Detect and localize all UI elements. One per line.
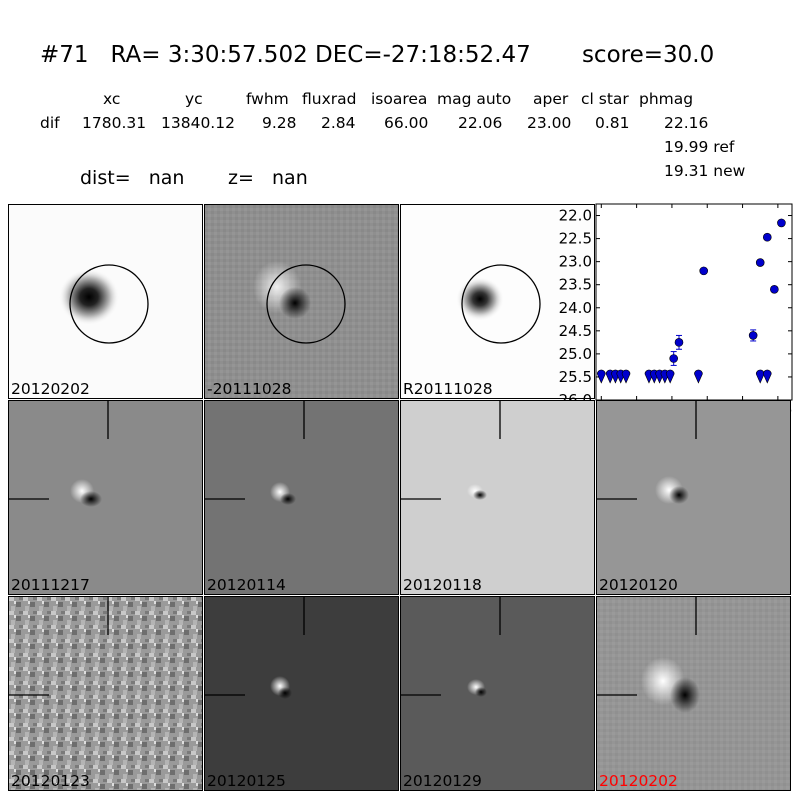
phmag-new: 19.31 new: [664, 162, 746, 180]
y-tick-label: 23.0: [559, 253, 592, 271]
val-cl-star: 0.81: [595, 114, 630, 132]
stamp-diff-epoch: 20120114: [204, 400, 399, 595]
stamp-label: -20111028: [207, 380, 292, 398]
stamp-diff-latest: 20120202: [596, 596, 791, 791]
detection-point: [755, 258, 765, 267]
col-phmag: phmag: [639, 90, 694, 108]
detection-point: [748, 331, 758, 340]
y-tick-label: 25.5: [559, 368, 592, 386]
upper-limit-point: [596, 369, 606, 384]
detection-point: [699, 266, 709, 276]
y-tick-label: 23.5: [559, 276, 592, 294]
val-xc: 1780.31: [82, 114, 147, 132]
y-tick-label: 25.0: [559, 345, 592, 363]
col-xc: xc: [103, 90, 121, 108]
stamp-background: [401, 597, 594, 790]
stamp-diff-epoch: 20120125: [204, 596, 399, 791]
z-value: z= nan: [228, 167, 308, 189]
col-mag-auto: mag auto: [437, 90, 512, 108]
stamp-diff-epoch: 20120118: [400, 400, 595, 595]
detection-point: [777, 218, 786, 228]
val-fwhm: 9.28: [262, 114, 297, 132]
stamp-label: R20111028: [403, 380, 493, 398]
y-tick-label: 24.5: [559, 322, 592, 340]
stamp-diff-epoch: 20120120: [596, 400, 791, 595]
val-yc: 13840.12: [161, 114, 235, 132]
val-aper: 23.00: [527, 114, 572, 132]
stamp-label: 20111217: [11, 576, 90, 594]
upper-limit-point: [621, 369, 631, 384]
upper-limit-point: [665, 369, 675, 384]
stamp-background: [9, 401, 202, 594]
y-tick-label: 24.0: [559, 299, 592, 317]
col-fluxrad: fluxrad: [302, 90, 357, 108]
val-fluxrad: 2.84: [321, 114, 356, 132]
col-fwhm: fwhm: [246, 90, 289, 108]
stamp-label: 20120202: [11, 380, 90, 398]
stamp-label-latest: 20120202: [599, 772, 678, 790]
light-curve-svg: 22.022.523.023.524.024.525.025.526.00204…: [559, 203, 793, 420]
stamp-label: 20120125: [207, 772, 286, 790]
val-phmag: 22.16: [664, 114, 709, 132]
stamp-label: 20120114: [207, 576, 286, 594]
upper-limit-point: [762, 369, 772, 384]
stamp-background: [597, 401, 790, 594]
col-yc: yc: [185, 90, 203, 108]
light-curve-chart: 22.022.523.023.524.024.525.025.526.00204…: [559, 203, 793, 420]
val-mag-auto: 22.06: [458, 114, 503, 132]
stamp-background: [205, 401, 398, 594]
y-tick-label: 22.5: [559, 230, 592, 248]
detection-point: [674, 338, 684, 347]
plot-frame: [595, 203, 793, 401]
stamp-label: 20120118: [403, 576, 482, 594]
dist-value: dist= nan: [80, 167, 185, 189]
upper-limit-point: [694, 369, 703, 384]
stamp-background: [401, 401, 594, 594]
stamp-ref-diff: -20111028: [204, 204, 399, 399]
stamp-background: [205, 597, 398, 790]
detection-point: [669, 354, 678, 363]
col-isoarea: isoarea: [371, 90, 428, 108]
stamp-label: 20120129: [403, 772, 482, 790]
detection-point: [762, 232, 772, 242]
stamp-diff-epoch: 20120129: [400, 596, 595, 791]
candidate-title: #71 RA= 3:30:57.502 DEC=-27:18:52.47 sco…: [40, 42, 715, 68]
stamp-label: 20120123: [11, 772, 90, 790]
row-label: dif: [40, 114, 60, 132]
stamp-label: 20120120: [599, 576, 678, 594]
val-isoarea: 66.00: [384, 114, 429, 132]
y-tick-label: 22.0: [559, 207, 592, 225]
col-aper: aper: [533, 90, 569, 108]
stamp-reference: R20111028: [400, 204, 595, 399]
detection-point: [770, 285, 779, 294]
col-cl-star: cl star: [581, 90, 629, 108]
stamp-new: 20120202: [8, 204, 203, 399]
phmag-ref: 19.99 ref: [664, 138, 735, 156]
stamp-diff-epoch: 20120123: [8, 596, 203, 791]
stamp-diff-epoch: 20111217: [8, 400, 203, 595]
